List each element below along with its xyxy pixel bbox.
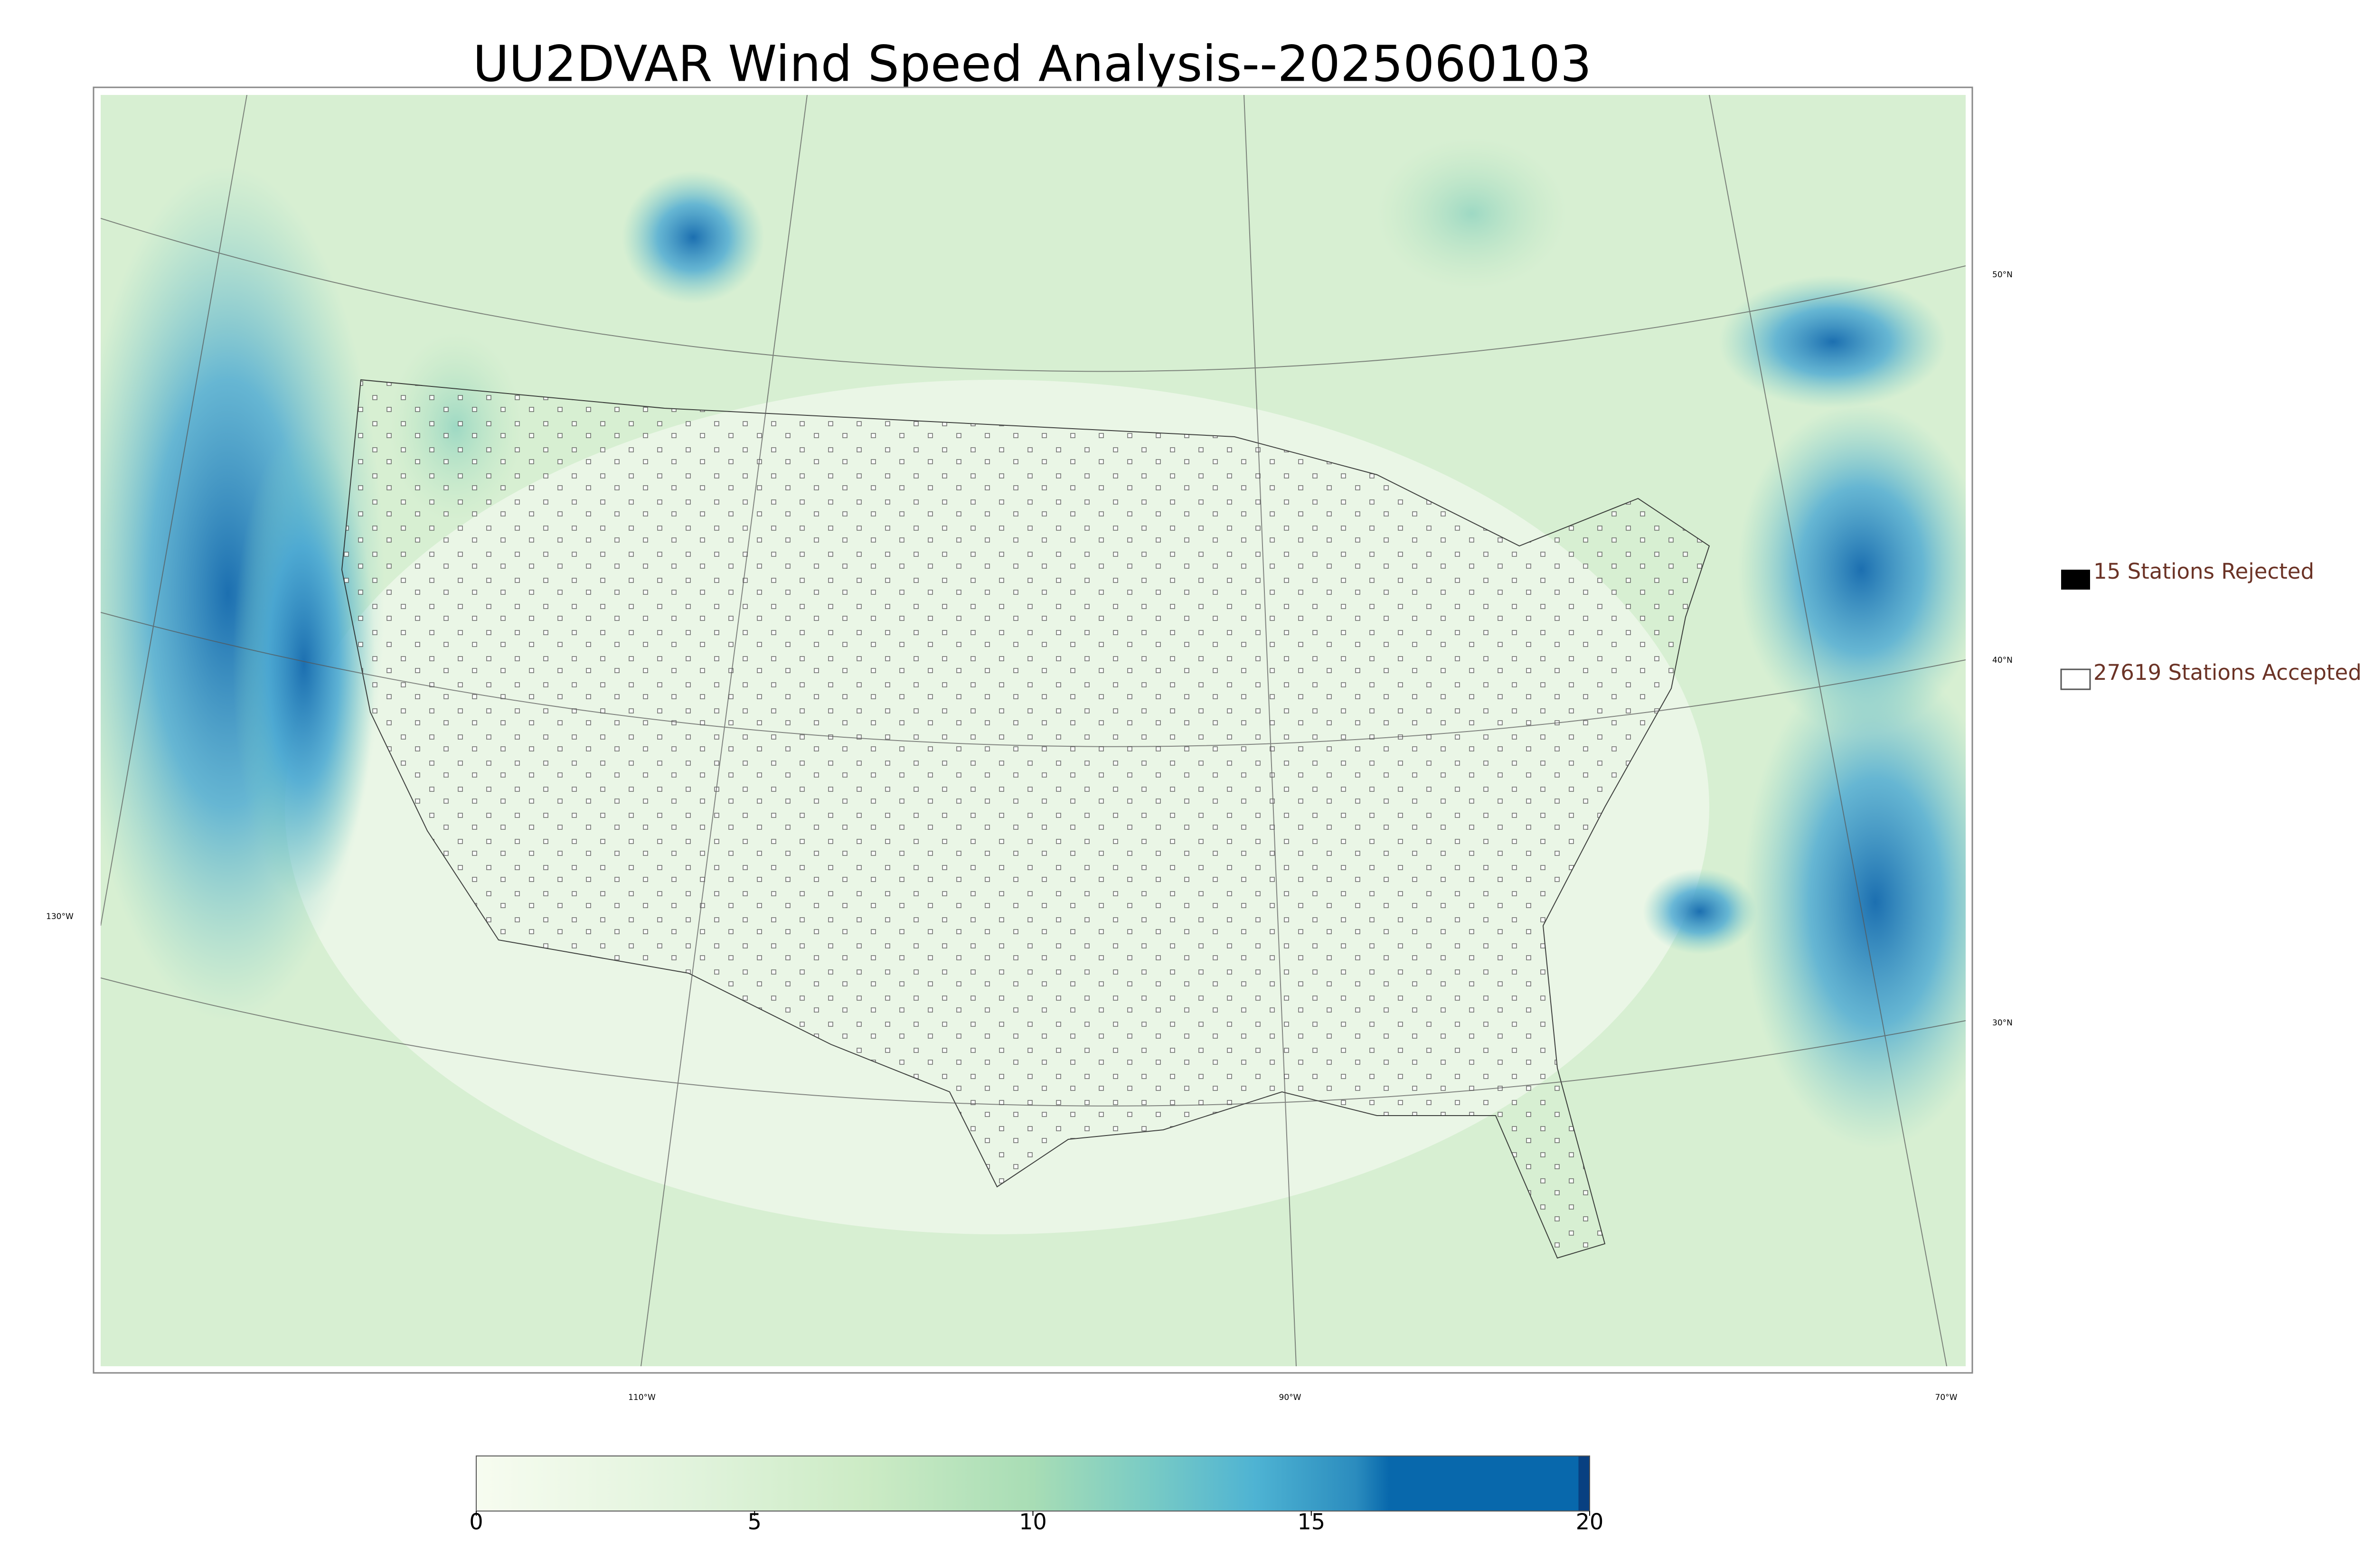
- colorbar-tick-label: 15: [1297, 1509, 1325, 1535]
- legend-swatch: [2060, 668, 2091, 690]
- colorbar-ramp: [476, 1455, 1590, 1512]
- colorbar-tick-label: 5: [748, 1509, 762, 1535]
- legend-swatch: [2061, 570, 2090, 590]
- latitude-label: 40°N: [1992, 656, 2013, 665]
- colorbar-tick-label: 20: [1576, 1509, 1604, 1535]
- map: 50°N 40°N 30°N 130°W 110°W 90°W 70°W: [46, 86, 2013, 1402]
- latitude-label: 50°N: [1992, 270, 2013, 280]
- colorbar-tick-label: 10: [1019, 1509, 1047, 1535]
- legend: 15 Stations Rejected 27619 Stations Acce…: [2060, 559, 2362, 690]
- longitude-label: 70°W: [1935, 1393, 1958, 1402]
- longitude-label: 90°W: [1279, 1393, 1301, 1402]
- longitude-label: 110°W: [628, 1393, 656, 1402]
- legend-label: 15 Stations Rejected: [2093, 559, 2314, 584]
- title: UU2DVAR Wind Speed Analysis--2025060103: [473, 35, 1592, 93]
- colorbar-tick-label: 0: [469, 1509, 483, 1535]
- colorbar: 0 5 10 15 20: [469, 1455, 1604, 1535]
- longitude-label: 130°W: [46, 912, 74, 921]
- legend-label: 27619 Stations Accepted: [2093, 660, 2362, 685]
- latitude-label: 30°N: [1992, 1018, 2013, 1028]
